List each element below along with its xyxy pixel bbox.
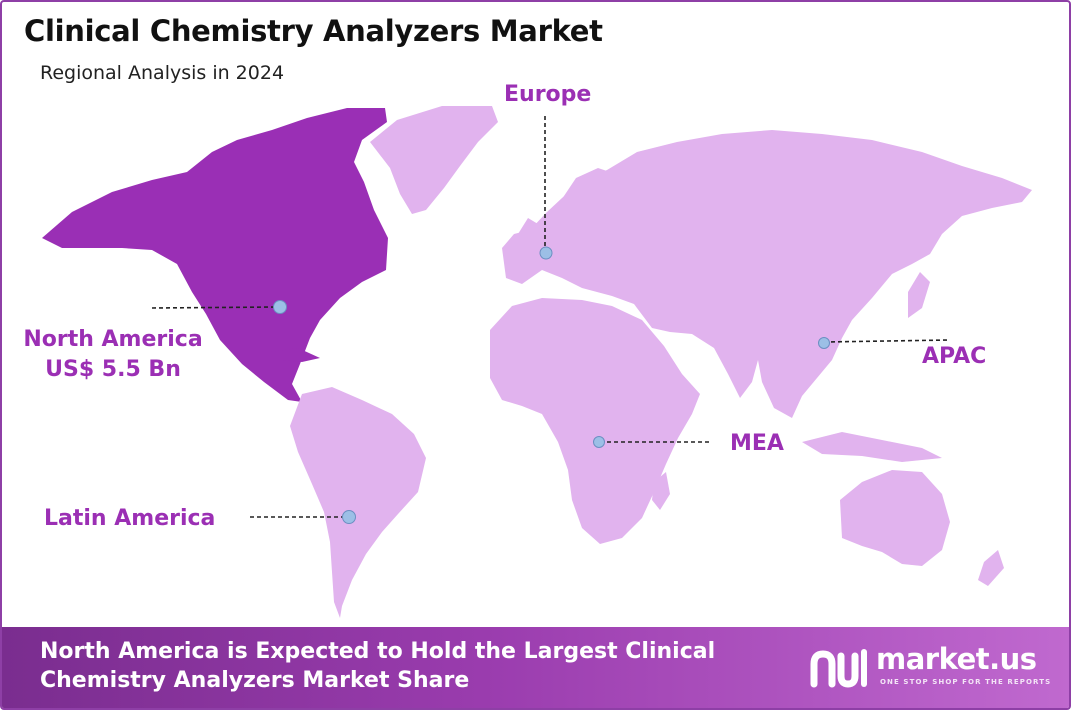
cuba-shape — [270, 348, 320, 362]
japan-shape — [908, 272, 930, 318]
north-america-name: North America — [23, 327, 203, 352]
latin-america-marker — [342, 510, 356, 524]
apac-marker — [818, 337, 830, 349]
page-title: Clinical Chemistry Analyzers Market — [24, 14, 603, 48]
logo-mark-icon — [810, 649, 867, 688]
footer-headline: North America is Expected to Hold the La… — [40, 639, 716, 693]
uk-shape — [518, 218, 538, 246]
north-america-shape — [42, 108, 388, 402]
scandinavia-shape — [550, 168, 616, 234]
north-america-marker — [273, 300, 287, 314]
north-america-leader-line — [151, 306, 279, 309]
north-america-label: North America US$ 5.5 Bn — [18, 325, 208, 385]
eurasia-shape — [502, 130, 1032, 418]
indonesia-shape — [802, 432, 942, 462]
world-map — [42, 106, 1032, 618]
africa-shape — [490, 298, 700, 544]
greenland-shape — [370, 106, 498, 214]
australia-shape — [840, 470, 950, 566]
logo-tagline: ONE STOP SHOP FOR THE REPORTS — [880, 678, 1052, 686]
page-subtitle: Regional Analysis in 2024 — [40, 62, 285, 84]
south-america-shape — [290, 387, 426, 618]
europe-marker — [539, 246, 553, 260]
latin-america-label: Latin America — [44, 506, 216, 531]
madagascar-shape — [652, 472, 670, 510]
footer-banner: North America is Expected to Hold the La… — [2, 627, 1069, 708]
europe-label: Europe — [504, 82, 592, 107]
logo-name: market.us — [876, 642, 1037, 676]
mea-label: MEA — [730, 431, 784, 456]
mea-marker — [593, 436, 605, 448]
new-zealand-shape — [978, 550, 1004, 586]
apac-leader-line — [823, 339, 951, 343]
brand-logo: market.us ONE STOP SHOP FOR THE REPORTS — [808, 642, 1058, 694]
apac-label: APAC — [922, 344, 987, 369]
north-america-value: US$ 5.5 Bn — [45, 357, 181, 382]
